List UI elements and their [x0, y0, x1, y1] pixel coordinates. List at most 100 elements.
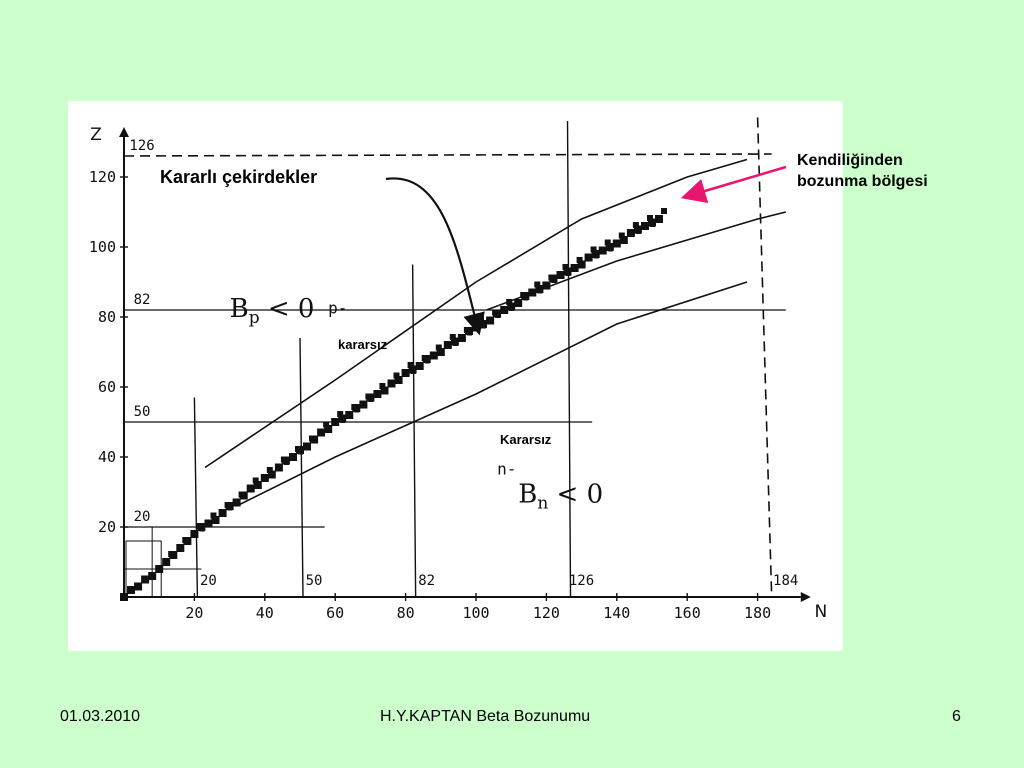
stable-nucleus-point — [210, 512, 217, 519]
stable-nucleus-point — [185, 537, 191, 542]
stable-nucleus-point — [626, 229, 635, 237]
stable-nucleus-point — [542, 281, 551, 290]
stable-nucleus-point — [379, 383, 386, 389]
stable-nucleus-point — [266, 467, 273, 473]
stable-nucleus-point — [298, 449, 303, 455]
stable-nucleus-point — [598, 246, 607, 255]
stable-nucleus-point — [621, 236, 627, 241]
stable-nucleus-point — [486, 316, 495, 325]
stable-nucleus-point — [570, 264, 579, 272]
stable-nucleus-point — [241, 491, 247, 497]
region-label: n- — [497, 460, 516, 479]
stability-boundaries — [204, 158, 786, 507]
stable-nucleus-point — [260, 474, 269, 482]
stable-nucleus-point — [457, 334, 466, 342]
x-tick-label: 140 — [603, 604, 630, 622]
stable-nucleus-point — [331, 418, 340, 426]
stable-nucleus-point — [632, 222, 639, 228]
stable-nucleus-point — [218, 509, 227, 517]
stable-nuclei-band — [120, 208, 667, 601]
boundary-upper-limit-2 — [486, 211, 786, 311]
stable-nucleus-point — [337, 411, 344, 417]
x-axis-arrowhead — [800, 592, 811, 602]
x-tick-label: 20 — [185, 604, 203, 622]
stable-nucleus-point — [604, 239, 611, 246]
stable-nucleus-point — [562, 264, 569, 270]
footer-page-number: 6 — [952, 708, 961, 725]
magic-number-lines — [123, 117, 786, 598]
stable-nucleus-point — [148, 572, 157, 580]
y-axis-arrowhead — [119, 127, 129, 137]
stable-nucleus-point — [410, 369, 416, 374]
stable-nucleus-point — [514, 299, 523, 307]
stable-nucleus-point — [162, 558, 171, 566]
magic-label-z-126: 126 — [129, 138, 154, 154]
stable-nucleus-point — [452, 341, 458, 346]
x-tick-label: 80 — [397, 604, 415, 622]
stable-nucleus-point — [269, 470, 275, 476]
magic-label-n-184: 184 — [773, 573, 798, 589]
spontaneous-decay-line1: Kendiliğinden — [797, 152, 903, 169]
region-label: Bn < 0 — [518, 480, 603, 514]
stable-nucleus-point — [641, 222, 649, 230]
boundary-upper-limit-1 — [204, 158, 748, 469]
stable-nucleus-point — [199, 526, 205, 532]
stable-nucleus-point — [190, 530, 199, 538]
magic-label-n-82: 82 — [418, 573, 435, 589]
stable-nucleus-point — [590, 246, 597, 253]
magic-line-n-184 — [756, 117, 773, 598]
stable-nucleus-point — [232, 498, 241, 507]
stable-nucleus-point — [607, 246, 613, 252]
magic-line-n-82 — [411, 264, 417, 598]
x-axis-label: N — [814, 602, 827, 622]
stable-nucleus-point — [284, 460, 289, 465]
stable-nucleus-point — [323, 421, 330, 428]
stable-nucleus-point — [227, 505, 233, 511]
magic-line-n-20 — [193, 397, 199, 598]
stable-nucleus-point — [495, 313, 501, 318]
spontaneous-arrow — [680, 165, 787, 204]
stable-nucleus-point — [401, 369, 410, 377]
stable-nucleus-point — [246, 484, 255, 493]
stable-nucleus-point — [368, 397, 374, 402]
chart-labels: 20 50 82 126 184 20 50 82 126 Bp < 0 p-n-Bn < 0 — [129, 138, 798, 589]
stable-nucleus-point — [424, 358, 430, 364]
stable-nucleus-point — [317, 428, 326, 437]
stable-nucleus-point — [407, 362, 414, 368]
stable-nucleus-point — [387, 379, 396, 388]
stable-nucleus-point — [537, 288, 543, 294]
stable-nucleus-point — [340, 418, 346, 423]
stable-nucleus-point — [274, 463, 283, 472]
stable-nucleus-point — [584, 253, 593, 262]
stable-nucleus-point — [612, 239, 621, 248]
spontaneous-decay-line2: bozunma bölgesi — [797, 173, 928, 190]
stable-nucleus-point — [500, 306, 509, 314]
stable-nucleus-point — [359, 400, 368, 409]
y-tick-label: 40 — [98, 448, 116, 466]
stable-nucleus-point — [449, 334, 456, 340]
stable-arrow — [385, 177, 485, 336]
magic-line-n-126 — [566, 120, 572, 598]
stable-nucleus-point — [393, 372, 400, 379]
stable-nucleus-point — [528, 288, 537, 297]
stable-nucleus-point — [171, 551, 177, 556]
stable-nucleus-point — [556, 271, 565, 279]
stable-nucleus-point — [141, 575, 150, 584]
stable-nucleus-point — [213, 516, 219, 521]
x-tick-label: 180 — [744, 604, 771, 622]
magic-label-z-50: 50 — [134, 404, 151, 420]
stable-nucleus-point — [157, 565, 163, 570]
footer-title: H.Y.KAPTAN Beta Bozunumu — [380, 708, 591, 725]
stable-nucleus-point — [647, 215, 653, 221]
y-tick-label: 100 — [89, 238, 116, 256]
stable-nucleus-point — [289, 453, 297, 461]
chart-panel: 20 40 60 80 100 120 140 160 180 20 40 60 80 100 120 N Z … — [68, 101, 843, 651]
magic-label-n-50: 50 — [306, 573, 323, 589]
stable-nucleus-point — [481, 323, 487, 329]
stable-nucleus-point — [312, 435, 318, 441]
stable-nuclei-label: Kararlı çekirdekler — [160, 167, 318, 187]
stable-nucleus-point — [435, 344, 442, 351]
stable-nucleus-point — [579, 260, 585, 266]
y-tick-label: 80 — [98, 308, 116, 326]
y-tick-label: 60 — [98, 378, 116, 396]
